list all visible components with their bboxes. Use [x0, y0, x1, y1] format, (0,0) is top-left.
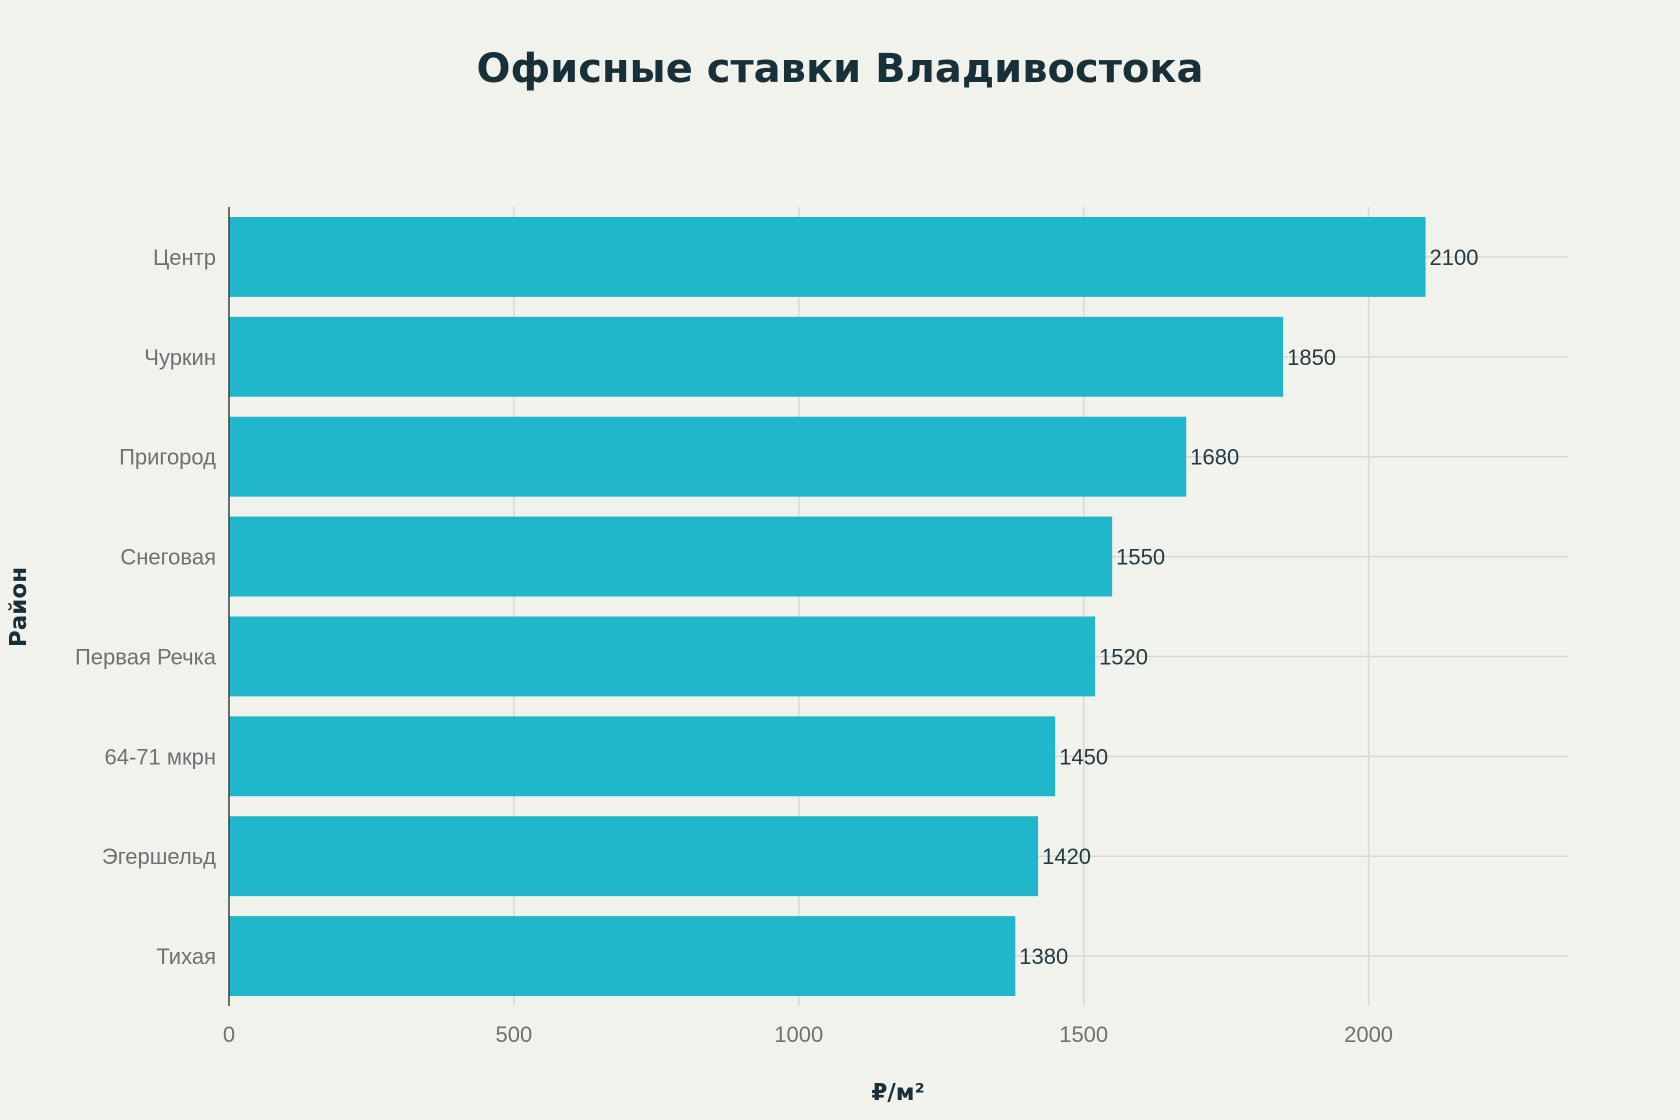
data-label: 1450 — [1059, 744, 1108, 769]
y-tick-label: Тихая — [156, 944, 216, 969]
x-tick-label: 1500 — [1059, 1022, 1108, 1047]
bar — [229, 716, 1056, 797]
data-label: 1420 — [1042, 844, 1091, 869]
bars — [229, 216, 1426, 997]
data-label: 1380 — [1019, 944, 1068, 969]
y-tick-label: Пригород — [119, 445, 216, 470]
data-label: 1520 — [1099, 644, 1148, 669]
bar — [229, 216, 1426, 297]
data-label: 1680 — [1190, 445, 1239, 470]
value-labels: 2100 1850 1680 1550 1520 1450 1420 1380 — [1019, 245, 1478, 969]
bar — [229, 816, 1039, 897]
y-tick-label: 64-71 мкрн — [104, 744, 216, 769]
x-tick-label: 2000 — [1344, 1022, 1393, 1047]
chart-title: Офисные ставки Владивостока — [476, 46, 1203, 92]
x-tick-label: 500 — [496, 1022, 533, 1047]
y-tick-labels: Центр Чуркин Пригород Снеговая Первая Речка 6… — [75, 245, 217, 969]
y-tick-label: Эгершельд — [102, 844, 216, 869]
bar — [229, 516, 1113, 597]
y-tick-label: Снеговая — [120, 545, 216, 570]
data-label: 1850 — [1287, 345, 1336, 370]
y-tick-label: Центр — [153, 245, 216, 270]
bar — [229, 916, 1016, 997]
y-tick-label: Первая Речка — [75, 644, 217, 669]
bar — [229, 316, 1284, 397]
y-tick-label: Чуркин — [144, 345, 216, 370]
x-tick-label: 0 — [223, 1022, 235, 1047]
x-tick-label: 1000 — [774, 1022, 823, 1047]
bar — [229, 416, 1187, 497]
x-axis-title: ₽/м² — [871, 1080, 924, 1106]
x-tick-labels: 0 500 1000 1500 2000 — [223, 1022, 1393, 1047]
data-label: 1550 — [1116, 545, 1165, 570]
y-axis-title: Район — [6, 567, 32, 647]
data-label: 2100 — [1430, 245, 1479, 270]
bar — [229, 616, 1096, 697]
